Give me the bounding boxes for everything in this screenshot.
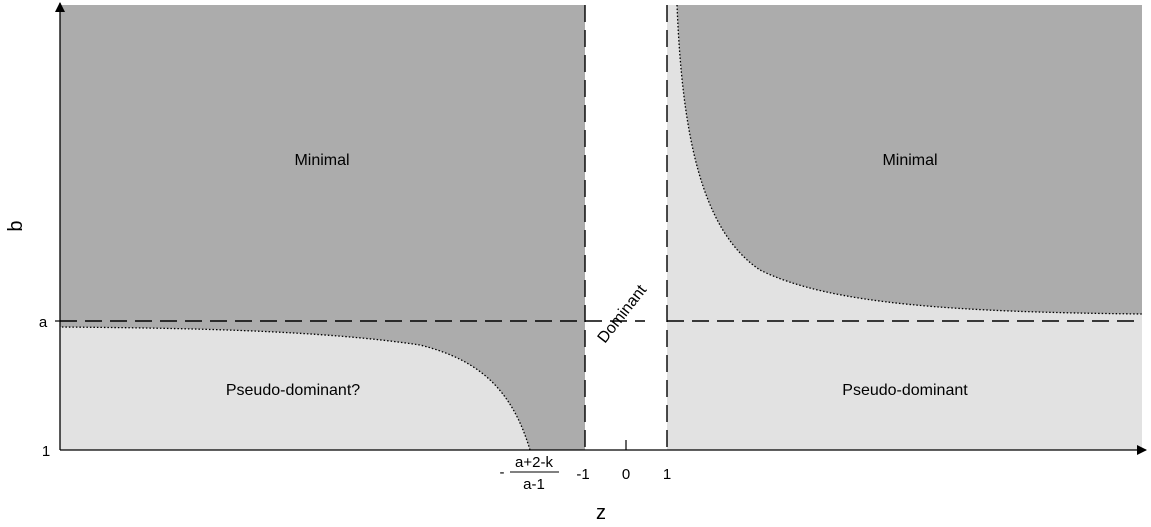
y-tick-a-label: a [39, 314, 48, 331]
x-axis-title: z [596, 502, 606, 524]
x-tick-one-label: 1 [663, 466, 671, 483]
x-tick-fraction-sign: - [500, 464, 505, 481]
minimal-right-label: Minimal [882, 152, 937, 169]
pseudo-dominant-right-label: Pseudo-dominant [842, 382, 968, 399]
pseudo-dominant-left-label: Pseudo-dominant? [226, 382, 360, 399]
right-minimal-region [677, 5, 1142, 314]
y-axis-title: b [5, 220, 27, 231]
x-tick-fraction-denominator: a-1 [523, 476, 545, 493]
x-tick-fraction-numerator: a+2-k [515, 454, 553, 471]
right-boundary-curve [676, 4, 1143, 315]
x-tick-zero-label: 0 [622, 466, 630, 483]
y-tick-one-label: 1 [42, 443, 50, 460]
left-minimal-region [60, 5, 585, 450]
minimal-left-label: Minimal [294, 152, 349, 169]
left-boundary-curve [59, 326, 531, 451]
x-tick-minus-one-label: -1 [576, 466, 589, 483]
dominant-label: Dominant [595, 282, 651, 347]
